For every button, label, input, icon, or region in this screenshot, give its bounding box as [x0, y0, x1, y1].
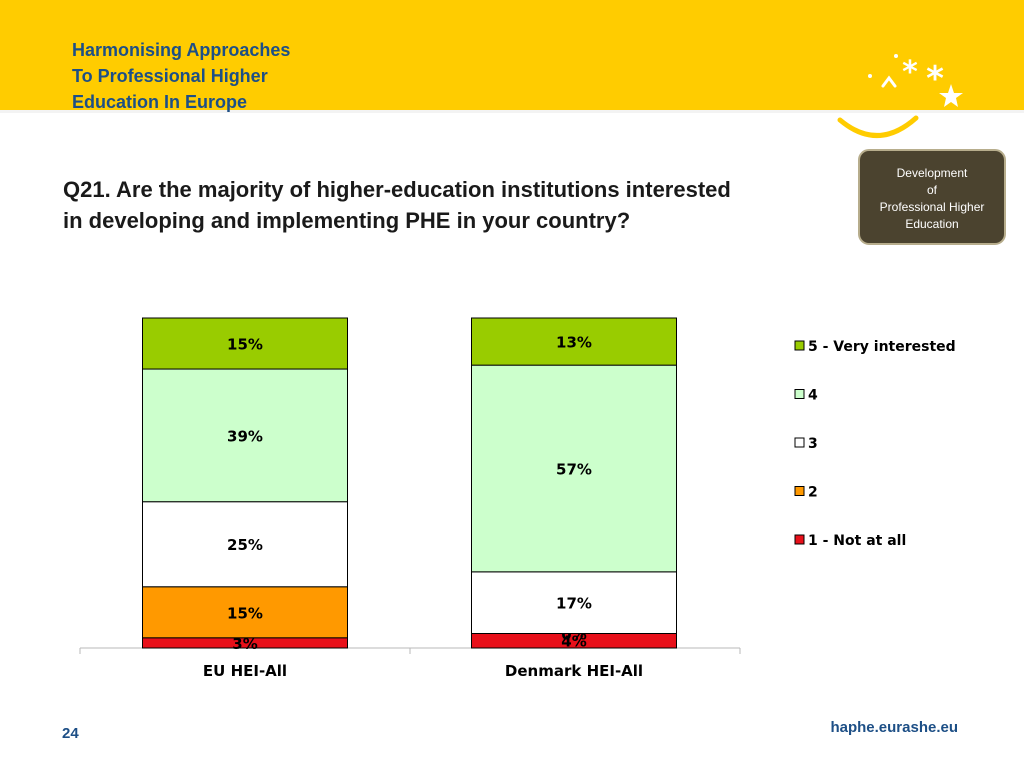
legend-label: 1 - Not at all: [808, 533, 906, 549]
data-label: 25%: [227, 536, 263, 554]
legend-swatch: [794, 437, 805, 448]
title-line-2: in developing and implementing PHE in yo…: [63, 208, 631, 233]
bar-segment: [142, 501, 348, 588]
x-tick-label: EU HEI-All: [203, 662, 287, 680]
stars-smile-icon: * *: [837, 54, 963, 138]
brand-title: Harmonising Approaches To Professional H…: [72, 37, 290, 115]
bar-segment: [142, 586, 348, 639]
legend-label: 5 - Very interested: [808, 339, 956, 355]
brand-line-2: To Professional Higher: [72, 66, 268, 86]
badge-line-3: Professional Higher: [879, 200, 985, 214]
footer-url[interactable]: haphe.eurashe.eu: [830, 719, 958, 736]
svg-text:*: *: [902, 55, 918, 90]
bar-segment: [142, 368, 348, 503]
bar-segment: [471, 364, 677, 573]
badge-line-4: Education: [905, 217, 959, 231]
legend-swatch: [794, 389, 805, 399]
page-number: 24: [62, 725, 79, 742]
legend-swatch: [794, 486, 805, 496]
data-label: 4%: [561, 633, 586, 651]
bar-segment: [142, 317, 348, 370]
data-label: 13%: [556, 334, 592, 352]
data-label: 39%: [227, 427, 263, 445]
badge-line-1: Development: [896, 166, 968, 180]
bar-segment: [471, 317, 677, 366]
title-line-1: Q21. Are the majority of higher-educatio…: [63, 177, 731, 202]
badge-line-2: of: [926, 183, 937, 197]
x-tick-label: Denmark HEI-All: [505, 662, 643, 680]
data-label: 15%: [227, 604, 263, 622]
data-label: 17%: [556, 595, 592, 613]
page-title: Q21. Are the majority of higher-educatio…: [63, 174, 853, 236]
data-label: 15%: [227, 336, 263, 354]
data-label: 3%: [232, 635, 257, 653]
header-divider: [0, 110, 1024, 113]
brand-line-3: Education In Europe: [72, 92, 248, 112]
legend-label: 3: [808, 436, 818, 452]
legend-label: 2: [808, 485, 818, 501]
svg-text:*: *: [926, 59, 944, 99]
brand-line-1: Harmonising Approaches: [72, 40, 291, 60]
legend-label: 4: [808, 388, 818, 404]
header-band: [0, 0, 1024, 113]
development-badge: Development of Professional Higher Educa…: [858, 149, 1006, 245]
legend-swatch: [794, 534, 805, 545]
data-label: 57%: [556, 460, 592, 478]
bar-segment: [471, 571, 677, 634]
legend-swatch: [794, 340, 805, 351]
